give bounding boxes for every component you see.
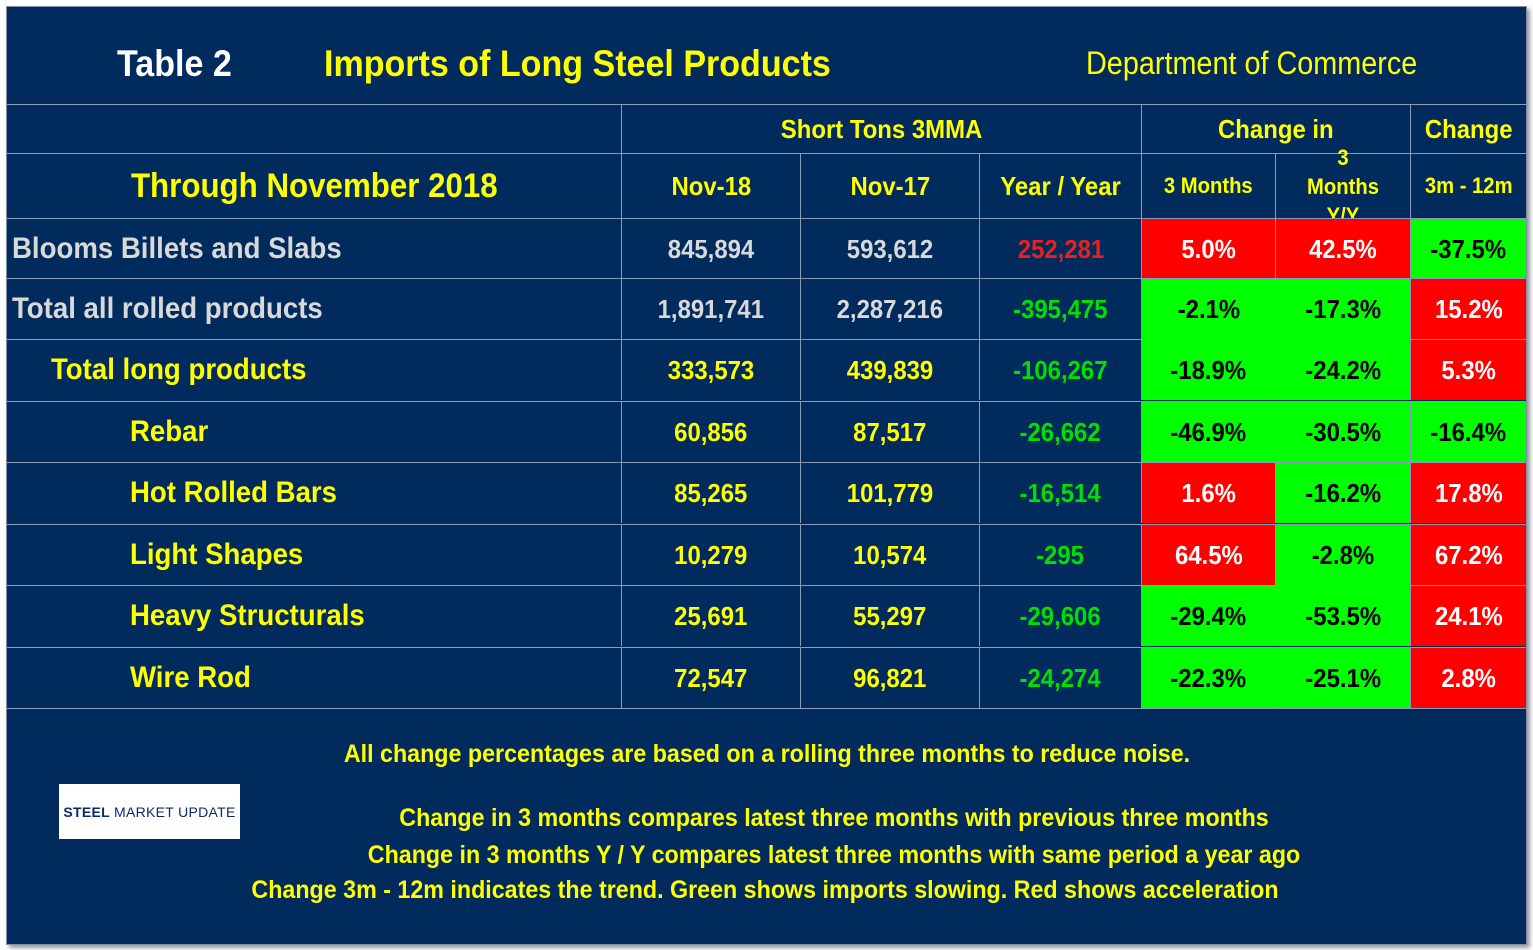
cell-nov18: 85,265 xyxy=(621,462,800,523)
row-label: Total long products xyxy=(7,339,621,400)
cell-m3: -18.9% xyxy=(1141,339,1275,400)
cell-yoy: -29,606 xyxy=(979,585,1141,646)
cell-nov17: 55,297 xyxy=(800,585,979,646)
cell-nov18: 333,573 xyxy=(621,339,800,400)
cell-m3: 64.5% xyxy=(1141,524,1275,585)
cell-m3: 5.0% xyxy=(1141,218,1275,279)
row-label: Heavy Structurals xyxy=(7,585,621,646)
cell-nov17: 593,612 xyxy=(800,218,979,279)
cell-yoy: -295 xyxy=(979,524,1141,585)
col-header-3-months-yy: 3 Months Y/Y xyxy=(1275,145,1410,228)
cell-m3: -46.9% xyxy=(1141,401,1275,462)
cell-trend: 17.8% xyxy=(1410,462,1526,523)
table-row: Heavy Structurals 25,691 55,297 -29,606 -29.… xyxy=(7,585,1526,646)
table-row: Total long products 333,573 439,839 -106,26… xyxy=(7,339,1526,400)
cell-nov18: 1,891,741 xyxy=(621,278,800,339)
cell-yoy: 252,281 xyxy=(979,218,1141,279)
note-line-3: Change in 3 months Y / Y compares latest… xyxy=(367,841,1301,869)
note-line-4: Change 3m - 12m indicates the trend. Gre… xyxy=(251,876,1279,904)
table-row: Blooms Billets and Slabs 845,894 593,612 25… xyxy=(7,218,1526,279)
note-line-2: Change in 3 months compares latest three… xyxy=(399,804,1269,832)
table-row: Total all rolled products 1,891,741 2,287,… xyxy=(7,278,1526,339)
logo-text-market-update: MARKET UPDATE xyxy=(114,803,236,820)
col-header-3m-12m: 3m - 12m xyxy=(1410,153,1526,218)
cell-trend: 67.2% xyxy=(1410,524,1526,585)
cell-nov18: 25,691 xyxy=(621,585,800,646)
table-row: Light Shapes 10,279 10,574 -295 64.5% -2.8% 67… xyxy=(7,524,1526,585)
cell-trend: 15.2% xyxy=(1410,278,1526,339)
table-label: Table 2 xyxy=(117,43,232,84)
cell-m3yy: -16.2% xyxy=(1275,462,1410,523)
cell-trend: -37.5% xyxy=(1410,218,1526,279)
cell-m3yy: 42.5% xyxy=(1275,218,1410,279)
cell-nov18: 60,856 xyxy=(621,401,800,462)
cell-yoy: -26,662 xyxy=(979,401,1141,462)
row-label: Total all rolled products xyxy=(7,278,621,339)
cell-trend: 2.8% xyxy=(1410,647,1526,708)
group-header-row: Short Tons 3MMA Change in Change xyxy=(7,104,1526,153)
table-panel: Table 2 Imports of Long Steel Products D… xyxy=(6,6,1527,945)
table-bottom-rule xyxy=(7,708,1526,709)
table-row: Wire Rod 72,547 96,821 -24,274 -22.3% -25.1% 2… xyxy=(7,647,1526,708)
logo-text-steel: STEEL xyxy=(63,803,110,820)
cell-trend: 24.1% xyxy=(1410,585,1526,646)
column-header-row: Through November 2018 Nov-18 Nov-17 Year… xyxy=(7,145,1526,228)
cell-yoy: -16,514 xyxy=(979,462,1141,523)
row-label: Hot Rolled Bars xyxy=(7,462,621,523)
cell-m3: 1.6% xyxy=(1141,462,1275,523)
col-header-3-months: 3 Months xyxy=(1141,153,1275,218)
table-row: Hot Rolled Bars 85,265 101,779 -16,514 1.6% -… xyxy=(7,462,1526,523)
cell-nov17: 87,517 xyxy=(800,401,979,462)
steel-market-update-logo: STEEL MARKET UPDATE xyxy=(59,784,240,839)
row-label: Rebar xyxy=(7,401,621,462)
group-header-short-tons: Short Tons 3MMA xyxy=(621,104,1141,153)
cell-m3yy: -24.2% xyxy=(1275,339,1410,400)
col-header-nov18: Nov-18 xyxy=(621,153,800,218)
cell-m3: -2.1% xyxy=(1141,278,1275,339)
header-blank xyxy=(7,104,621,153)
cell-yoy: -24,274 xyxy=(979,647,1141,708)
cell-nov17: 101,779 xyxy=(800,462,979,523)
cell-nov17: 10,574 xyxy=(800,524,979,585)
cell-nov18: 845,894 xyxy=(621,218,800,279)
row-label: Blooms Billets and Slabs xyxy=(7,218,621,279)
group-header-change-in: Change in xyxy=(1141,104,1410,153)
cell-nov17: 2,287,216 xyxy=(800,278,979,339)
cell-nov17: 439,839 xyxy=(800,339,979,400)
cell-m3yy: -17.3% xyxy=(1275,278,1410,339)
row-label: Light Shapes xyxy=(7,524,621,585)
note-line-1: All change percentages are based on a ro… xyxy=(343,740,1191,768)
col-header-nov17: Nov-17 xyxy=(800,153,979,218)
cell-m3yy: -2.8% xyxy=(1275,524,1410,585)
table-title: Imports of Long Steel Products xyxy=(324,43,831,84)
cell-m3: -22.3% xyxy=(1141,647,1275,708)
cell-m3yy: -53.5% xyxy=(1275,585,1410,646)
cell-yoy: -106,267 xyxy=(979,339,1141,400)
col-header-year-year: Year / Year xyxy=(979,153,1141,218)
cell-m3yy: -30.5% xyxy=(1275,401,1410,462)
cell-yoy: -395,475 xyxy=(979,278,1141,339)
period-label: Through November 2018 xyxy=(7,153,621,218)
cell-nov18: 72,547 xyxy=(621,647,800,708)
cell-nov18: 10,279 xyxy=(621,524,800,585)
table-row: Rebar 60,856 87,517 -26,662 -46.9% -30.5% -16.… xyxy=(7,401,1526,462)
group-header-change: Change xyxy=(1410,104,1526,153)
cell-m3yy: -25.1% xyxy=(1275,647,1410,708)
source-label: Department of Commerce xyxy=(1086,45,1418,81)
cell-trend: -16.4% xyxy=(1410,401,1526,462)
cell-m3: -29.4% xyxy=(1141,585,1275,646)
cell-nov17: 96,821 xyxy=(800,647,979,708)
row-label: Wire Rod xyxy=(7,647,621,708)
cell-trend: 5.3% xyxy=(1410,339,1526,400)
